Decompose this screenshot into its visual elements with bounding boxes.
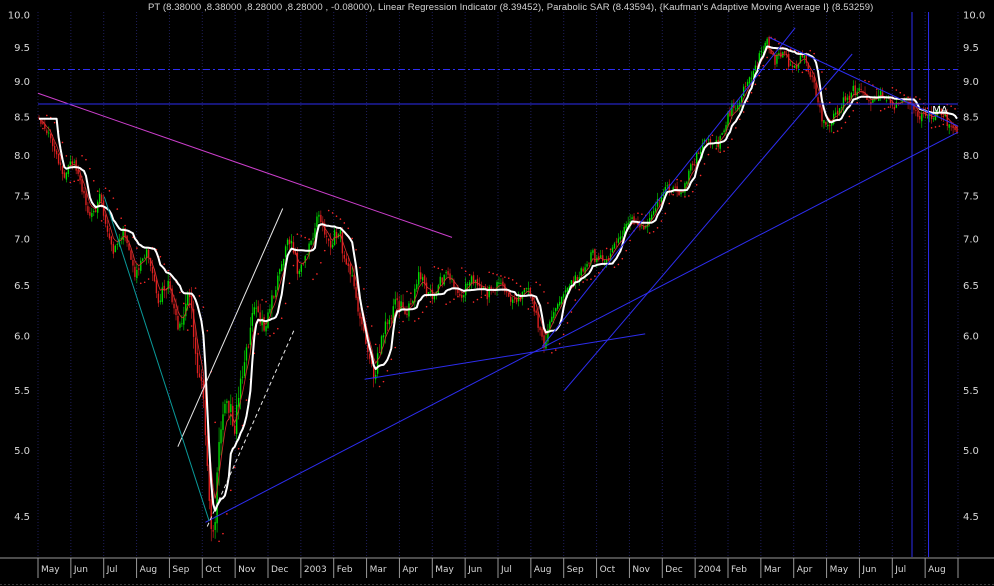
svg-text:May: May	[830, 565, 849, 575]
svg-text:5.5: 5.5	[14, 386, 30, 397]
svg-text:Oct: Oct	[600, 565, 616, 575]
linear-regression-line	[38, 48, 958, 499]
trendlines	[37, 12, 959, 557]
svg-text:Apr: Apr	[402, 565, 418, 575]
svg-text:Dec: Dec	[665, 565, 682, 575]
svg-text:2003: 2003	[304, 565, 327, 575]
svg-text:9.0: 9.0	[14, 77, 30, 88]
svg-text:Feb: Feb	[337, 565, 353, 575]
annotations: MA	[932, 105, 948, 116]
svg-text:2004: 2004	[698, 565, 721, 575]
annotation-MA: MA	[932, 105, 948, 116]
svg-text:May: May	[41, 565, 60, 575]
trendline-downtrend-magenta[interactable]	[37, 92, 453, 238]
svg-text:9.5: 9.5	[14, 43, 30, 54]
svg-text:Mar: Mar	[370, 565, 387, 575]
svg-text:7.0: 7.0	[14, 235, 30, 246]
svg-text:8.0: 8.0	[14, 151, 30, 162]
svg-text:Jun: Jun	[73, 565, 88, 575]
svg-text:7.0: 7.0	[963, 235, 979, 246]
trendline-channel-lower[interactable]	[563, 53, 853, 391]
svg-text:Aug: Aug	[928, 565, 946, 575]
svg-text:5.0: 5.0	[963, 446, 979, 457]
svg-text:Aug: Aug	[534, 565, 552, 575]
svg-text:8.5: 8.5	[963, 113, 979, 124]
svg-text:Oct: Oct	[205, 565, 221, 575]
svg-text:Jul: Jul	[894, 565, 906, 575]
svg-text:6.5: 6.5	[14, 281, 30, 292]
svg-text:4.5: 4.5	[14, 512, 30, 523]
trendline-secondary-uptrend[interactable]	[364, 333, 646, 380]
svg-text:Jun: Jun	[861, 565, 876, 575]
svg-text:10.0: 10.0	[8, 11, 30, 22]
svg-text:8.5: 8.5	[14, 113, 30, 124]
svg-text:Sep: Sep	[567, 565, 584, 575]
trendline-descending-wedge[interactable]	[769, 37, 959, 127]
svg-text:10.0: 10.0	[963, 11, 985, 22]
svg-text:6.0: 6.0	[963, 331, 979, 342]
grid	[37, 12, 959, 557]
x-axis: May Jun Jul Aug Sep Oct Nov Dec 2003 Feb Mar Apr May…	[0, 557, 994, 585]
svg-text:6.5: 6.5	[963, 281, 979, 292]
svg-text:Sep: Sep	[172, 565, 189, 575]
svg-text:7.5: 7.5	[14, 191, 30, 202]
svg-text:Dec: Dec	[271, 565, 288, 575]
trendline-channel-upper[interactable]	[541, 27, 796, 347]
trendline-major-uptrend[interactable]	[205, 131, 959, 523]
svg-text:5.5: 5.5	[963, 386, 979, 397]
svg-text:Mar: Mar	[764, 565, 781, 575]
svg-text:9.5: 9.5	[963, 43, 979, 54]
svg-text:Jul: Jul	[106, 565, 118, 575]
svg-text:Nov: Nov	[632, 565, 650, 575]
y-axis-left: 10.0 9.5 9.0 8.5 8.0 7.5 7.0 6.5 6.0 5.5 5.0 4.5	[8, 11, 30, 524]
svg-text:6.0: 6.0	[14, 331, 30, 342]
svg-text:8.0: 8.0	[963, 151, 979, 162]
svg-text:May: May	[435, 565, 454, 575]
svg-text:Jul: Jul	[500, 565, 512, 575]
parabolic-sar-dots	[42, 36, 956, 543]
svg-text:4.5: 4.5	[963, 512, 979, 523]
svg-text:Aug: Aug	[140, 565, 158, 575]
svg-text:5.0: 5.0	[14, 446, 30, 457]
trendline-capitulation-line[interactable]	[103, 196, 210, 522]
svg-text:9.0: 9.0	[963, 77, 979, 88]
svg-text:Apr: Apr	[797, 565, 813, 575]
trendline-recovery-line[interactable]	[177, 208, 284, 447]
svg-text:7.5: 7.5	[963, 191, 979, 202]
svg-text:Nov: Nov	[238, 565, 256, 575]
svg-text:Jun: Jun	[467, 565, 482, 575]
y-axis-right: 10.0 9.5 9.0 8.5 8.0 7.5 7.0 6.5 6.0 5.5 5.0 4.5	[963, 11, 985, 524]
svg-text:Feb: Feb	[731, 565, 747, 575]
trendline-recovery-line-dashed[interactable]	[206, 330, 295, 527]
chart-title: PT (8.38000 ,8.38000 ,8.28000 ,8.28000 ,…	[148, 2, 874, 13]
